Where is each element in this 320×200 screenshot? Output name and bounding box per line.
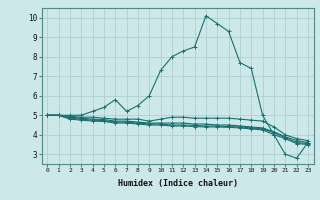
X-axis label: Humidex (Indice chaleur): Humidex (Indice chaleur) [118, 179, 237, 188]
